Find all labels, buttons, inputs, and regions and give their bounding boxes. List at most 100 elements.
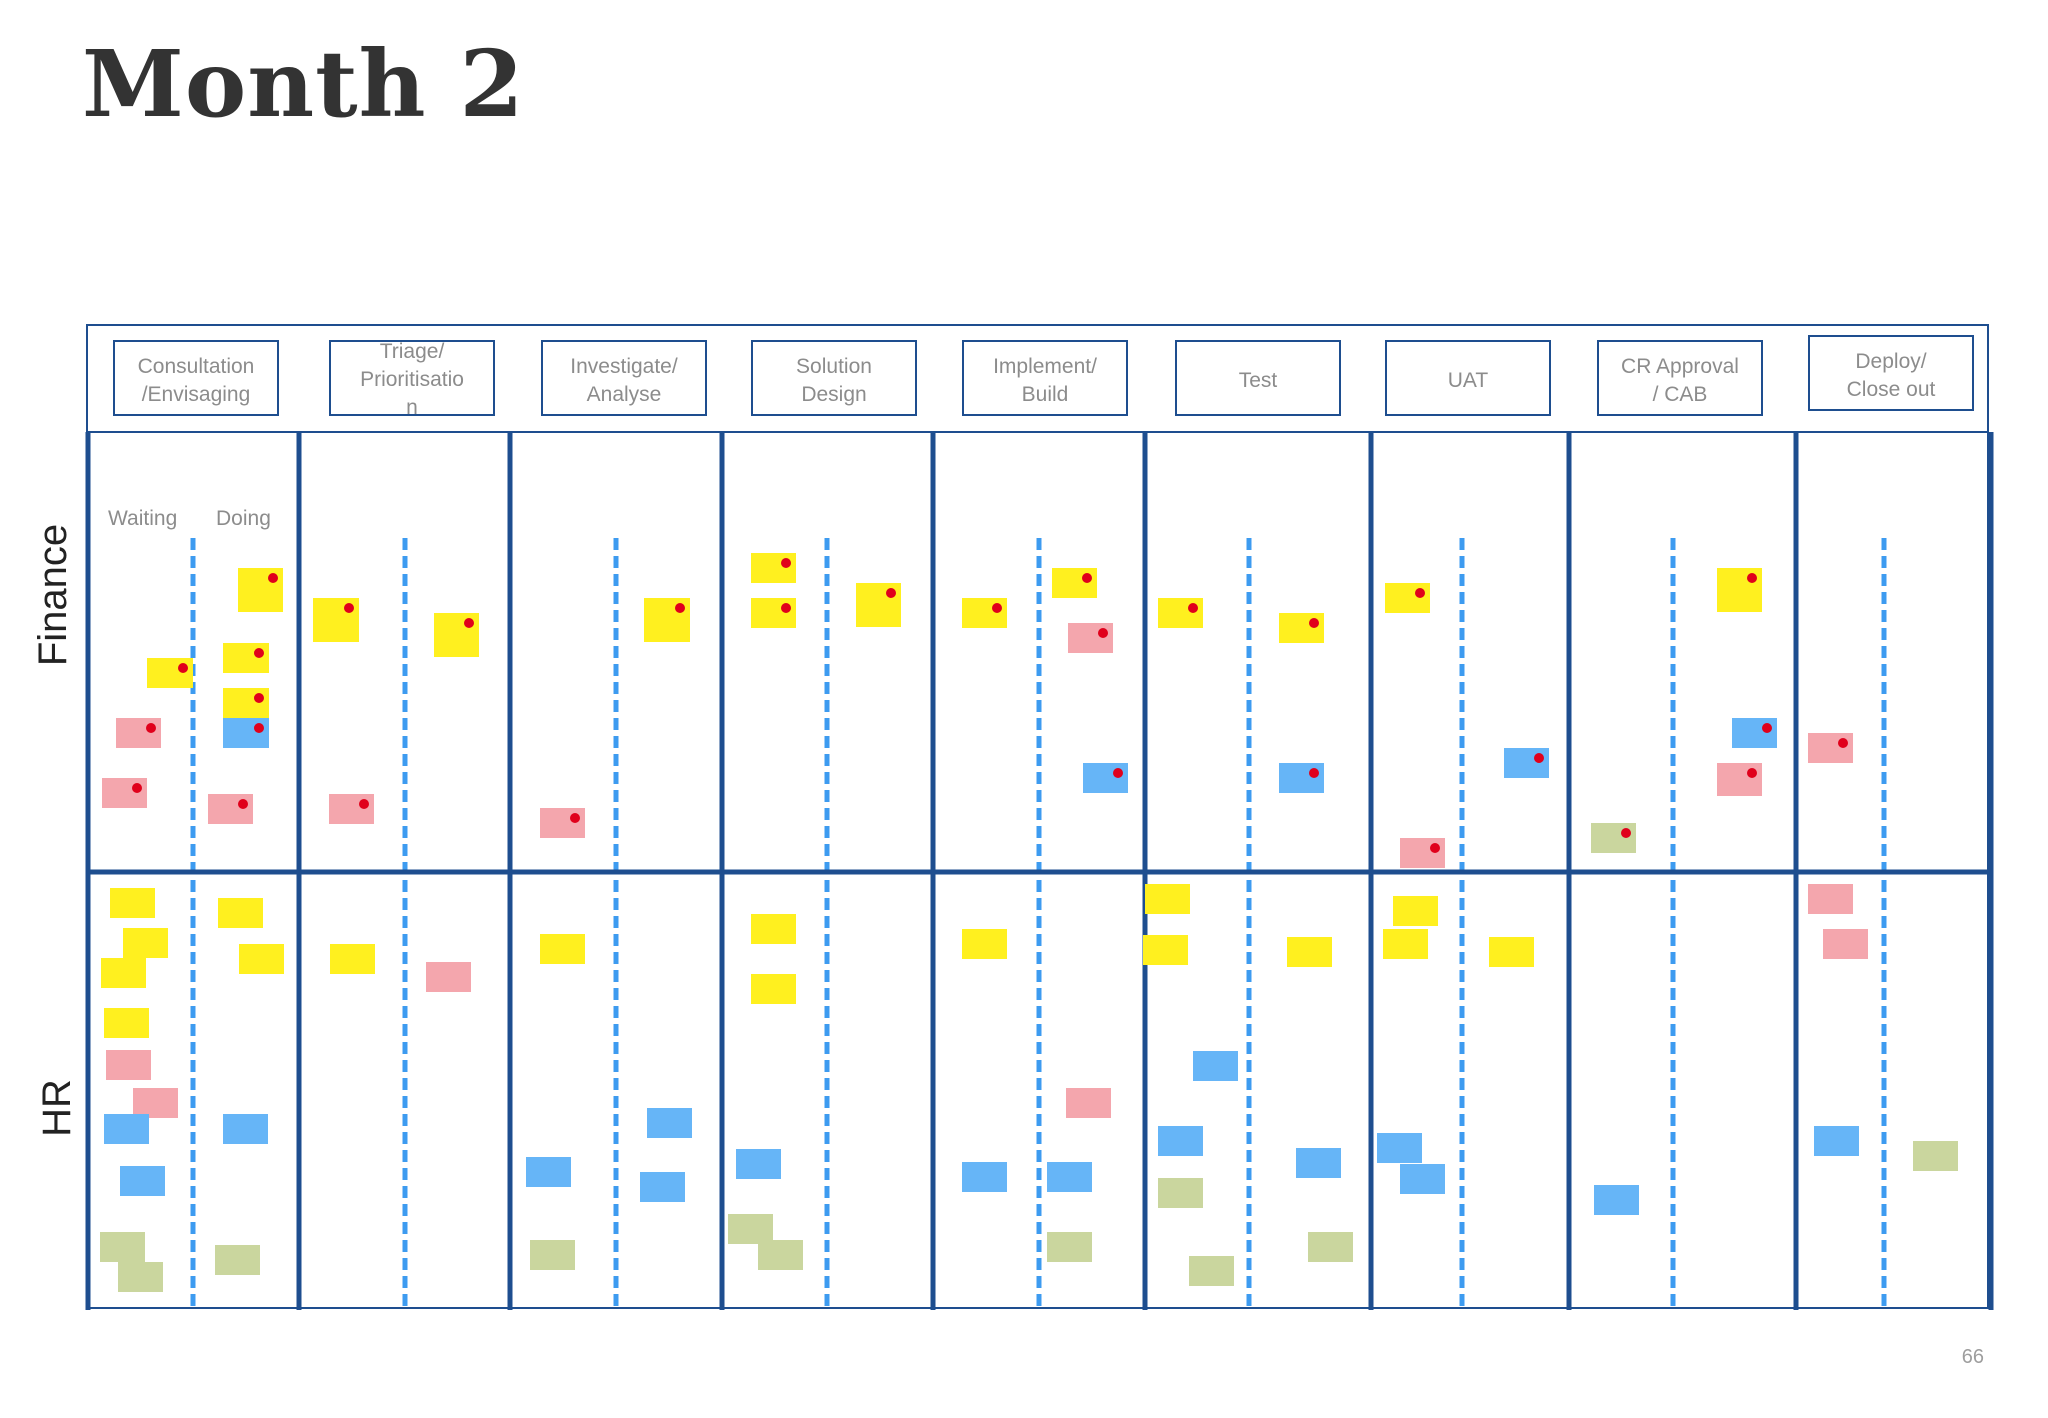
blocker-dot bbox=[268, 573, 278, 583]
sticky-note[interactable] bbox=[962, 929, 1007, 959]
sticky-note[interactable] bbox=[1068, 623, 1113, 653]
sticky-note[interactable] bbox=[526, 1157, 571, 1187]
sticky-note[interactable] bbox=[218, 898, 263, 928]
stage-header-label-line3: n bbox=[406, 396, 418, 419]
sticky-note[interactable] bbox=[1489, 937, 1534, 967]
sticky-note[interactable] bbox=[1823, 929, 1868, 959]
sticky-note[interactable] bbox=[1052, 568, 1097, 598]
stage-header-deploy: Deploy/ Close out bbox=[1808, 335, 1974, 411]
stage-header-label-line1: Investigate/ bbox=[570, 355, 678, 378]
sticky-note[interactable] bbox=[1047, 1232, 1092, 1262]
sticky-note[interactable] bbox=[100, 1232, 145, 1262]
blocker-dot bbox=[1415, 588, 1425, 598]
stage-header-label-line1: UAT bbox=[1448, 369, 1489, 392]
sticky-note[interactable] bbox=[215, 1245, 260, 1275]
sticky-note[interactable] bbox=[1814, 1126, 1859, 1156]
sticky-note[interactable] bbox=[116, 718, 161, 748]
sticky-note[interactable] bbox=[1591, 823, 1636, 853]
sticky-note[interactable] bbox=[1913, 1141, 1958, 1171]
sticky-note[interactable] bbox=[1732, 718, 1777, 748]
sticky-note[interactable] bbox=[1143, 935, 1188, 965]
sticky-note[interactable] bbox=[751, 914, 796, 944]
sticky-note[interactable] bbox=[751, 553, 796, 583]
sticky-note[interactable] bbox=[540, 934, 585, 964]
stage-header-label-line2: / CAB bbox=[1653, 383, 1708, 406]
sticky-note[interactable] bbox=[1400, 838, 1445, 868]
sticky-note[interactable] bbox=[110, 888, 155, 918]
sticky-note[interactable] bbox=[1066, 1088, 1111, 1118]
stage-header-solution-design: Solution Design bbox=[751, 340, 917, 416]
sticky-note[interactable] bbox=[1145, 884, 1190, 914]
sticky-note[interactable] bbox=[962, 598, 1007, 628]
subcolumn-label-doing: Doing bbox=[216, 507, 271, 530]
sticky-note[interactable] bbox=[329, 794, 374, 824]
sticky-note[interactable] bbox=[1158, 1126, 1203, 1156]
sticky-note[interactable] bbox=[1808, 733, 1853, 763]
sticky-note[interactable] bbox=[223, 643, 269, 673]
blocker-dot bbox=[1082, 573, 1092, 583]
sticky-note[interactable] bbox=[123, 928, 168, 958]
sticky-note[interactable] bbox=[1279, 763, 1324, 793]
blocker-dot bbox=[570, 813, 580, 823]
sticky-note[interactable] bbox=[1083, 763, 1128, 793]
sticky-note[interactable] bbox=[1377, 1133, 1422, 1163]
sticky-note[interactable] bbox=[101, 958, 146, 988]
stage-header-label-line1: Test bbox=[1239, 369, 1278, 392]
sticky-note[interactable] bbox=[1393, 896, 1438, 926]
sticky-note[interactable] bbox=[426, 962, 471, 992]
sticky-note[interactable] bbox=[640, 1172, 685, 1202]
sticky-note[interactable] bbox=[1717, 763, 1762, 796]
sticky-note[interactable] bbox=[1308, 1232, 1353, 1262]
sticky-note[interactable] bbox=[1287, 937, 1332, 967]
sticky-note[interactable] bbox=[106, 1050, 151, 1080]
sticky-note[interactable] bbox=[1808, 884, 1853, 914]
sticky-note[interactable] bbox=[1279, 613, 1324, 643]
blocker-dot bbox=[675, 603, 685, 613]
blocker-dot bbox=[1430, 843, 1440, 853]
sticky-note[interactable] bbox=[330, 944, 375, 974]
sticky-note[interactable] bbox=[736, 1149, 781, 1179]
blocker-dot bbox=[1309, 618, 1319, 628]
sticky-note[interactable] bbox=[1193, 1051, 1238, 1081]
sticky-note[interactable] bbox=[223, 1114, 268, 1144]
stage-header-box bbox=[1385, 340, 1551, 416]
sticky-note[interactable] bbox=[1504, 748, 1549, 778]
sticky-note[interactable] bbox=[223, 718, 269, 748]
sticky-note[interactable] bbox=[120, 1166, 165, 1196]
sticky-note[interactable] bbox=[118, 1262, 163, 1292]
stage-header-label-line1: CR Approval bbox=[1621, 355, 1739, 378]
sticky-note[interactable] bbox=[1189, 1256, 1234, 1286]
sticky-note[interactable] bbox=[540, 808, 585, 838]
sticky-note[interactable] bbox=[104, 1114, 149, 1144]
sticky-note[interactable] bbox=[647, 1108, 692, 1138]
sticky-note[interactable] bbox=[1296, 1148, 1341, 1178]
sticky-note[interactable] bbox=[1047, 1162, 1092, 1192]
sticky-note[interactable] bbox=[133, 1088, 178, 1118]
sticky-note[interactable] bbox=[1594, 1185, 1639, 1215]
sticky-note[interactable] bbox=[1383, 929, 1428, 959]
sticky-note[interactable] bbox=[147, 658, 193, 688]
sticky-note[interactable] bbox=[751, 974, 796, 1004]
sticky-note[interactable] bbox=[751, 598, 796, 628]
blocker-dot bbox=[1762, 723, 1772, 733]
blocker-dot bbox=[1113, 768, 1123, 778]
page-number: 66 bbox=[1961, 1346, 1984, 1368]
sticky-note[interactable] bbox=[208, 794, 253, 824]
sticky-note[interactable] bbox=[1385, 583, 1430, 613]
sticky-note[interactable] bbox=[758, 1240, 803, 1270]
sticky-note[interactable] bbox=[223, 688, 269, 718]
sticky-note[interactable] bbox=[239, 944, 284, 974]
stage-header-implement: Implement/ Build bbox=[962, 340, 1128, 416]
stage-header-uat: UAT bbox=[1385, 340, 1551, 416]
sticky-note[interactable] bbox=[1158, 598, 1203, 628]
sticky-note[interactable] bbox=[1158, 1178, 1203, 1208]
sticky-note[interactable] bbox=[104, 1008, 149, 1038]
blocker-dot bbox=[781, 603, 791, 613]
sticky-note[interactable] bbox=[102, 778, 147, 808]
sticky-note[interactable] bbox=[1400, 1164, 1445, 1194]
sticky-note[interactable] bbox=[530, 1240, 575, 1270]
stage-header-label-line2: /Envisaging bbox=[142, 383, 251, 406]
sticky-note[interactable] bbox=[962, 1162, 1007, 1192]
sticky-note[interactable] bbox=[728, 1214, 773, 1244]
